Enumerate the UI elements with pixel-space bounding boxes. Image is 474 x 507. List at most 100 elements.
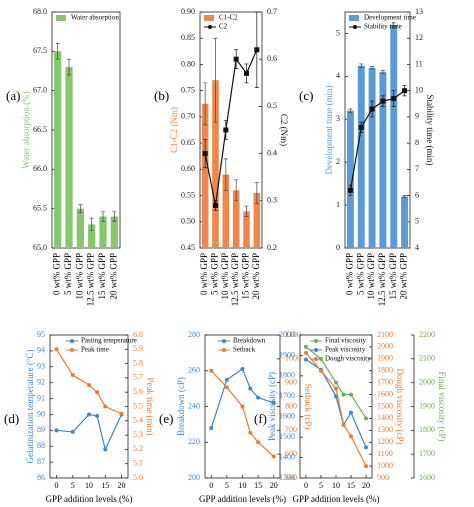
- y2-tick-label: 1700: [377, 377, 393, 386]
- y-tick-label: 65.5: [33, 203, 47, 212]
- x-tick-label: 10: [332, 481, 340, 490]
- y-tick-label: 66.5: [33, 125, 47, 134]
- marker: [364, 416, 368, 421]
- legend-label: Setback: [233, 346, 256, 354]
- plot-frame: [199, 11, 263, 249]
- x-tick-label: 20 wt% GPP: [108, 253, 118, 300]
- marker: [347, 187, 353, 193]
- y-axis-label: Peak viscosity (cP): [267, 372, 277, 441]
- series-line: [55, 348, 122, 415]
- x-tick-label: 20: [270, 481, 278, 490]
- marker: [223, 127, 229, 133]
- marker: [364, 464, 368, 469]
- y-tick-label: 0.55: [181, 190, 195, 199]
- y2-tick-label: 1800: [377, 366, 393, 375]
- bar: [222, 174, 230, 248]
- x-tick-label: 12.5 wt% GPP: [230, 253, 240, 306]
- y-tick-label: 0.50: [181, 217, 195, 226]
- marker: [233, 56, 239, 62]
- y2-tick-label: 800: [285, 401, 297, 410]
- y2-axis-label: Setback (cP): [303, 384, 313, 430]
- y2-tick-label: 5.9: [133, 344, 143, 353]
- y2-tick-label: 700: [285, 425, 297, 434]
- bar: [401, 196, 409, 248]
- x-tick-label: 0: [209, 481, 213, 490]
- bar: [357, 65, 365, 249]
- y2-tick-label: 6: [415, 190, 419, 199]
- y-tick-label: 260: [188, 366, 200, 375]
- x-tick-label: 0 wt% GPP: [344, 253, 354, 295]
- marker: [209, 425, 214, 430]
- marker: [304, 344, 308, 349]
- y2-tick-label: 5.1: [133, 459, 143, 468]
- y-tick-label: 280: [188, 330, 200, 339]
- y-tick-label: 1800: [279, 371, 295, 380]
- x-tick-label: 0 wt% GPP: [52, 253, 62, 295]
- y-tick-label: 87: [37, 457, 45, 466]
- x-tick-label: 0 wt% GPP: [199, 253, 209, 295]
- panel-label: (f): [254, 411, 267, 426]
- marker: [349, 410, 353, 415]
- y-tick-label: 2000: [279, 330, 295, 339]
- y2-tick-label: 0.6: [267, 54, 277, 63]
- marker: [119, 411, 124, 416]
- y2-tick-label: 1000: [285, 354, 301, 363]
- marker: [87, 383, 91, 388]
- error-bar: [89, 217, 94, 232]
- y-tick-label: 200: [188, 473, 200, 482]
- y-axis-label: Gelatinization temperature (°C): [25, 349, 35, 463]
- y2-tick-label: 4: [415, 243, 419, 252]
- marker: [341, 422, 346, 427]
- y-tick-label: 0.60: [181, 164, 195, 173]
- x-axis-label: GPP addition levels (%): [199, 494, 286, 504]
- y2-tick-label: 500: [285, 473, 297, 482]
- marker: [271, 400, 276, 405]
- bar: [54, 51, 62, 249]
- y3-tick-label: 1900: [419, 401, 435, 410]
- marker: [248, 430, 253, 435]
- y2-tick-label: 0.5: [267, 101, 277, 110]
- x-tick-label: 12.5 wt% GPP: [86, 253, 96, 306]
- y2-tick-label: 1000: [377, 461, 393, 470]
- series-line: [210, 368, 274, 429]
- bar: [201, 103, 209, 249]
- y2-tick-label: 5.2: [133, 444, 143, 453]
- y2-tick-label: 7: [415, 164, 419, 173]
- panel-label: (e): [159, 411, 173, 426]
- y2-tick-label: 2000: [377, 342, 393, 351]
- y2-tick-label: 9: [415, 112, 419, 121]
- legend-label: Peak viscosity: [325, 346, 366, 354]
- bar: [232, 190, 240, 248]
- legend-label: Final viscosity: [325, 337, 367, 345]
- error-bar: [348, 108, 353, 113]
- legend-label: Stability time: [364, 23, 402, 31]
- y2-tick-label: 5.3: [133, 430, 143, 439]
- marker: [54, 428, 59, 433]
- y-tick-label: 0.75: [181, 85, 195, 94]
- marker: [334, 380, 338, 385]
- y-tick-label: 90: [37, 409, 45, 418]
- legend-swatch: [56, 15, 66, 21]
- y-tick-label: 0.85: [181, 33, 195, 42]
- marker: [369, 106, 375, 112]
- y-tick-label: 4: [336, 71, 340, 80]
- error-bar: [223, 158, 228, 191]
- bar: [76, 208, 84, 248]
- marker: [341, 392, 346, 397]
- x-tick-label: 10 wt% GPP: [366, 253, 376, 300]
- y2-tick-label: 900: [377, 473, 389, 482]
- bar: [212, 80, 219, 248]
- y2-axis-label: Stability time (min): [425, 95, 435, 166]
- y2-tick-label: 5.7: [133, 373, 143, 382]
- x-axis-label: GPP addition levels (%): [46, 494, 133, 504]
- y2-tick-label: 1300: [377, 425, 393, 434]
- marker: [271, 454, 276, 459]
- marker: [202, 151, 208, 157]
- series-line: [210, 370, 275, 457]
- y-tick-label: 67.0: [33, 85, 47, 94]
- y-tick-label: 2: [336, 157, 340, 166]
- x-tick-label: 15: [347, 481, 355, 490]
- marker: [103, 447, 108, 452]
- x-tick-label: 20 wt% GPP: [251, 253, 261, 300]
